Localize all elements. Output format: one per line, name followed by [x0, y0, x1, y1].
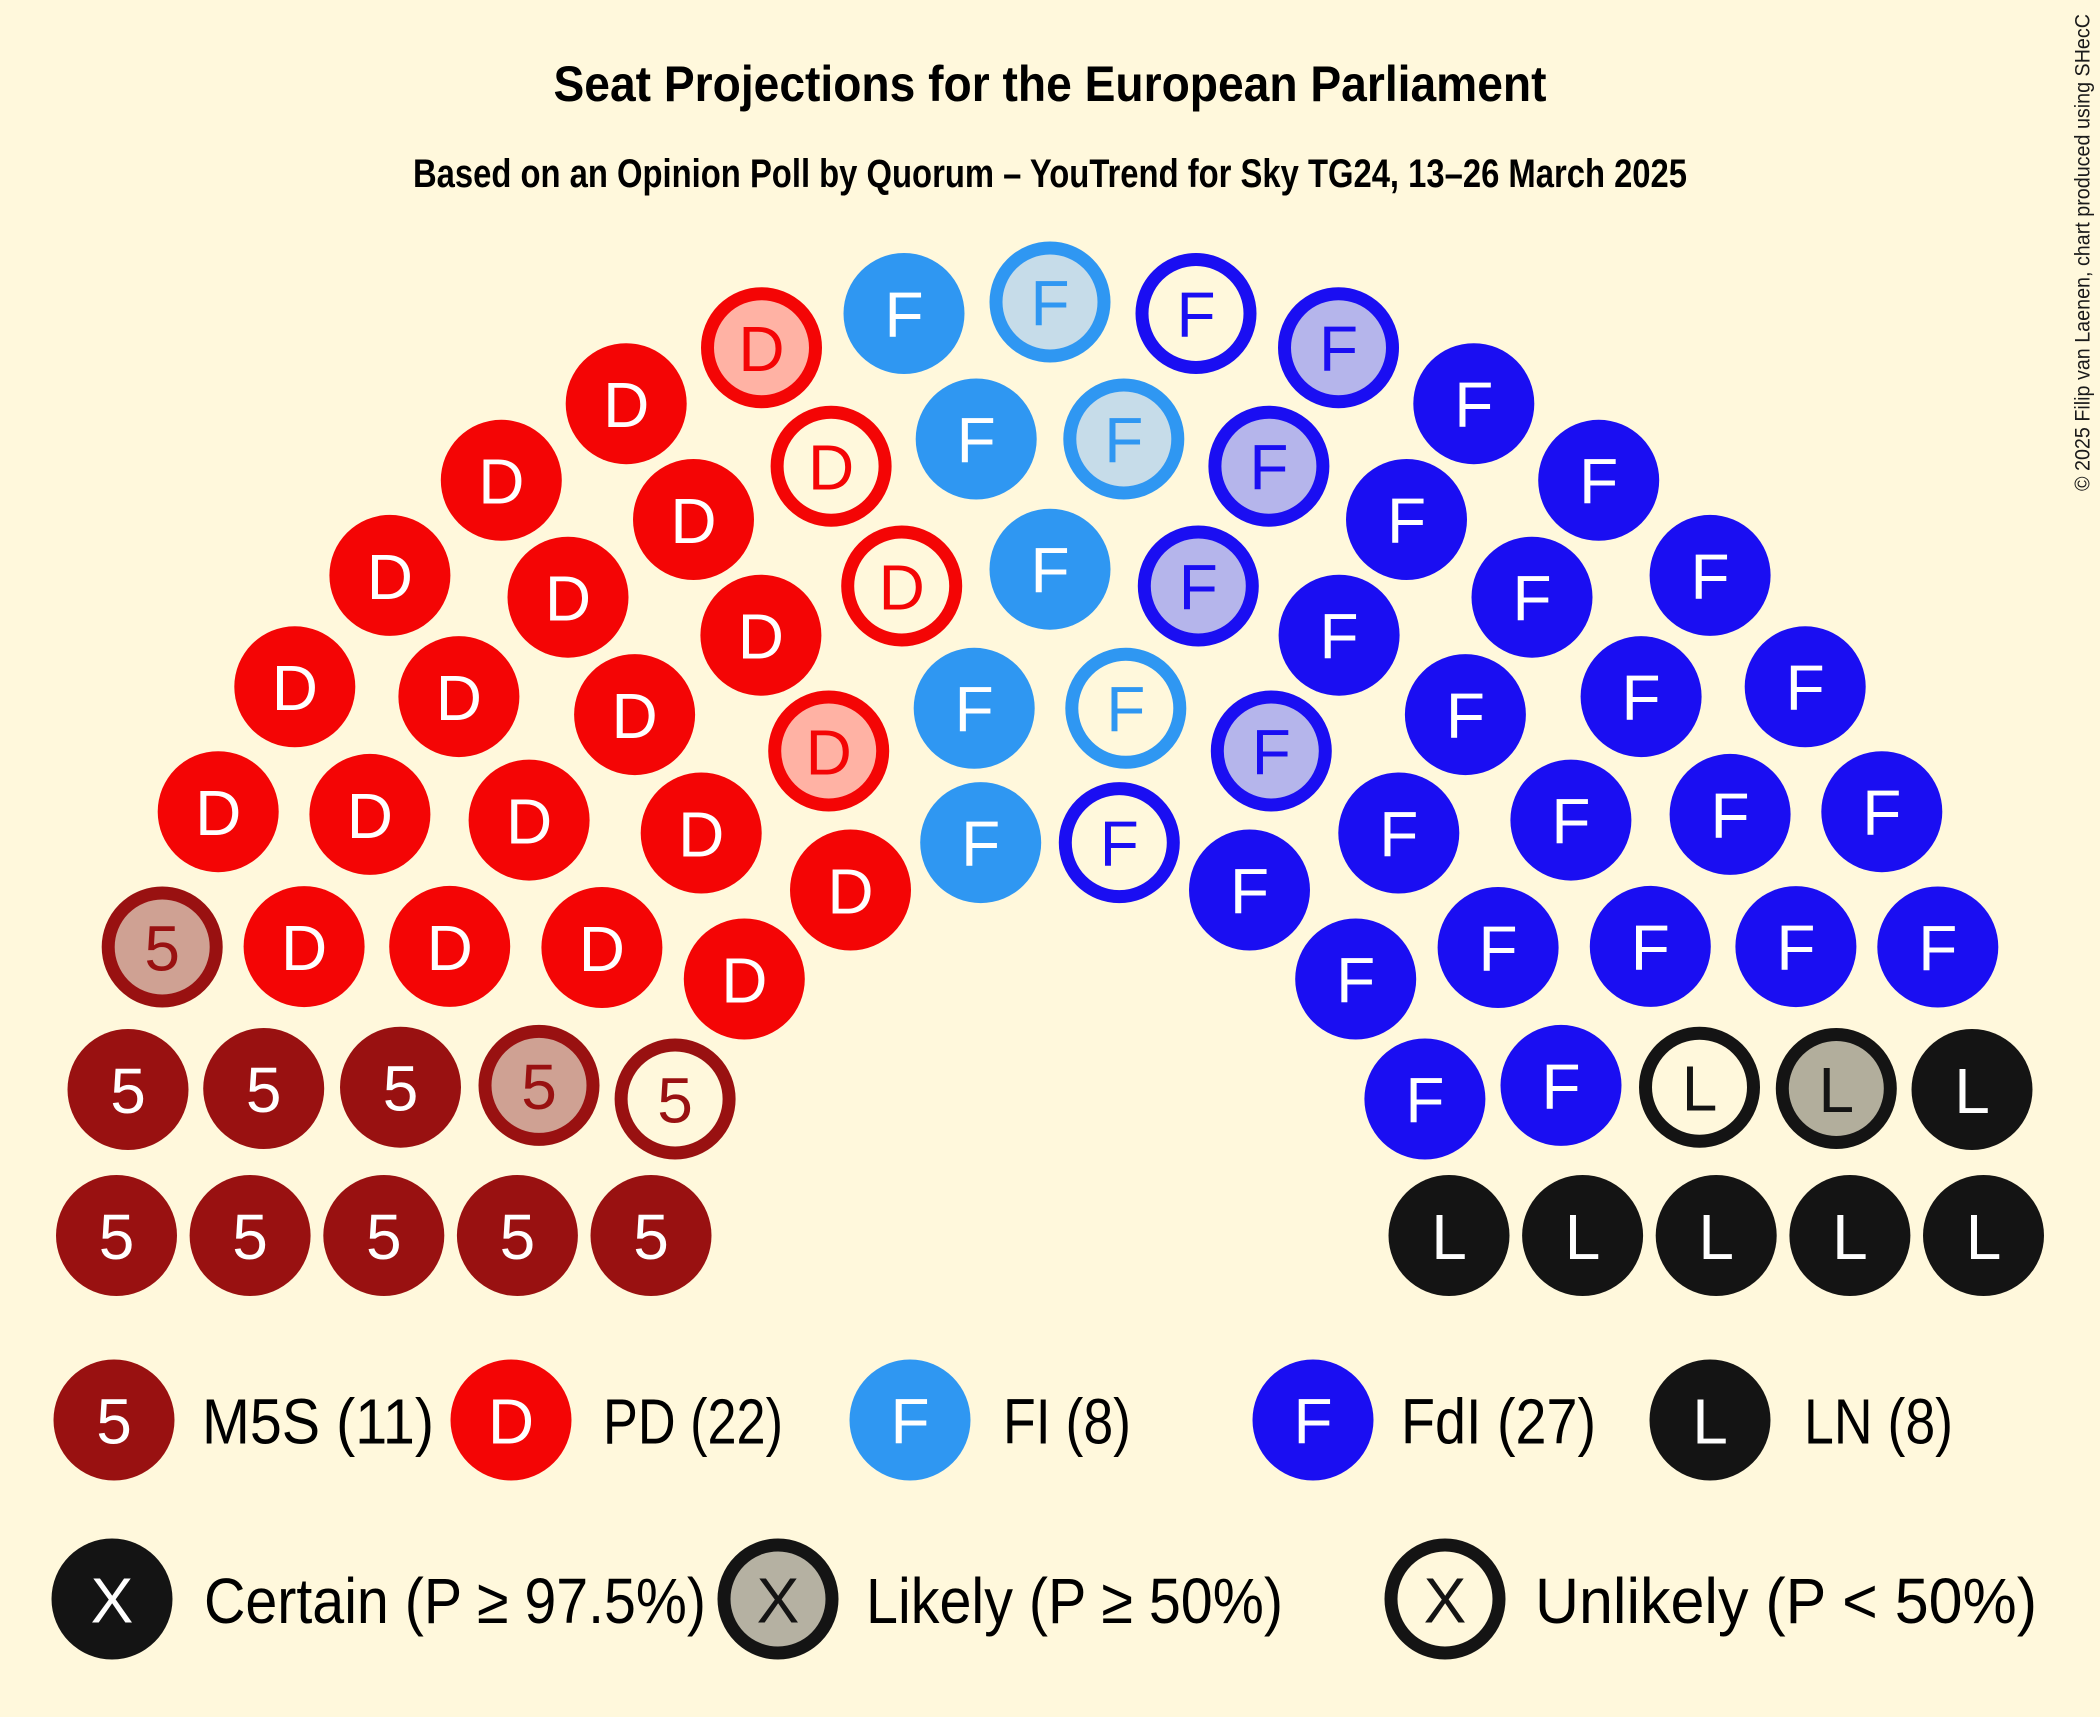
svg-text:F: F — [1249, 432, 1288, 504]
svg-text:F: F — [1320, 601, 1359, 673]
svg-text:F: F — [1512, 563, 1551, 635]
svg-text:F: F — [884, 279, 923, 351]
svg-text:D: D — [281, 912, 327, 984]
svg-text:5: 5 — [96, 1385, 132, 1457]
svg-text:D: D — [738, 601, 784, 673]
svg-text:L: L — [1832, 1201, 1868, 1273]
svg-text:D: D — [806, 716, 852, 788]
svg-text:L: L — [1431, 1201, 1467, 1273]
svg-text:LN (8): LN (8) — [1804, 1386, 1953, 1458]
svg-text:F: F — [1918, 912, 1957, 984]
svg-text:F: F — [1446, 680, 1485, 752]
svg-text:F: F — [1631, 912, 1670, 984]
svg-text:D: D — [272, 652, 318, 724]
svg-text:5: 5 — [366, 1201, 402, 1273]
svg-text:D: D — [678, 798, 724, 870]
svg-text:5: 5 — [500, 1201, 536, 1273]
svg-text:F: F — [1622, 662, 1661, 734]
svg-text:5: 5 — [521, 1051, 557, 1123]
svg-text:D: D — [545, 563, 591, 635]
svg-text:M5S (11): M5S (11) — [202, 1386, 434, 1458]
svg-text:F: F — [1230, 855, 1269, 927]
svg-text:F: F — [1551, 786, 1590, 858]
svg-text:D: D — [827, 855, 873, 927]
svg-text:F: F — [1454, 369, 1493, 441]
svg-text:X: X — [91, 1564, 134, 1636]
svg-text:F: F — [1336, 944, 1375, 1016]
svg-text:F: F — [1711, 780, 1750, 852]
svg-text:D: D — [579, 913, 625, 985]
svg-text:Seat Projections for the Europ: Seat Projections for the European Parlia… — [554, 56, 1547, 112]
svg-text:Certain (P ≥ 97.5%): Certain (P ≥ 97.5%) — [204, 1565, 706, 1637]
svg-text:FdI (27): FdI (27) — [1401, 1386, 1596, 1458]
svg-text:Likely (P ≥ 50%): Likely (P ≥ 50%) — [866, 1565, 1283, 1637]
svg-text:5: 5 — [246, 1054, 282, 1126]
svg-text:D: D — [436, 662, 482, 734]
svg-text:D: D — [879, 551, 925, 623]
svg-text:X: X — [1424, 1564, 1467, 1636]
svg-text:D: D — [738, 313, 784, 385]
svg-text:5: 5 — [144, 912, 180, 984]
svg-text:Unlikely (P < 50%): Unlikely (P < 50%) — [1535, 1565, 2037, 1637]
svg-text:5: 5 — [232, 1201, 268, 1273]
svg-text:F: F — [1106, 674, 1145, 746]
svg-text:L: L — [1565, 1201, 1601, 1273]
svg-text:PD (22): PD (22) — [603, 1386, 783, 1458]
svg-text:F: F — [1479, 913, 1518, 985]
svg-text:F: F — [1862, 777, 1901, 849]
svg-text:D: D — [808, 432, 854, 504]
svg-text:F: F — [1179, 551, 1218, 623]
svg-text:F: F — [1786, 652, 1825, 724]
svg-text:L: L — [1698, 1201, 1734, 1273]
svg-text:F: F — [1176, 279, 1215, 351]
svg-text:F: F — [1405, 1064, 1444, 1136]
svg-text:D: D — [506, 786, 552, 858]
svg-text:F: F — [1776, 912, 1815, 984]
svg-text:L: L — [1692, 1385, 1728, 1457]
svg-text:F: F — [1293, 1385, 1332, 1457]
svg-text:F: F — [1541, 1051, 1580, 1123]
svg-text:F: F — [1387, 485, 1426, 557]
svg-text:L: L — [1682, 1053, 1718, 1125]
svg-text:D: D — [721, 944, 767, 1016]
svg-text:5: 5 — [383, 1053, 419, 1125]
svg-text:Based on an Opinion Poll by Qu: Based on an Opinion Poll by Quorum – You… — [413, 152, 1687, 196]
svg-text:5: 5 — [99, 1201, 135, 1273]
svg-text:F: F — [1100, 808, 1139, 880]
svg-text:FI (8): FI (8) — [1003, 1386, 1131, 1458]
svg-text:D: D — [603, 369, 649, 441]
svg-text:D: D — [488, 1385, 534, 1457]
svg-text:D: D — [367, 541, 413, 613]
svg-text:D: D — [427, 912, 473, 984]
svg-text:D: D — [347, 780, 393, 852]
svg-text:L: L — [1966, 1201, 2002, 1273]
svg-text:F: F — [1252, 716, 1291, 788]
svg-text:F: F — [1579, 446, 1618, 518]
svg-text:F: F — [1030, 267, 1069, 339]
svg-text:F: F — [1030, 535, 1069, 607]
svg-text:F: F — [957, 404, 996, 476]
svg-text:D: D — [478, 446, 524, 518]
svg-text:D: D — [611, 680, 657, 752]
svg-text:D: D — [670, 485, 716, 557]
svg-text:5: 5 — [110, 1055, 146, 1127]
svg-text:F: F — [1319, 313, 1358, 385]
svg-text:L: L — [1954, 1055, 1990, 1127]
svg-text:F: F — [890, 1385, 929, 1457]
svg-text:F: F — [955, 674, 994, 746]
svg-text:D: D — [195, 777, 241, 849]
svg-text:© 2025 Filip van Laenen, chart: © 2025 Filip van Laenen, chart produced … — [2072, 14, 2095, 491]
svg-text:F: F — [1691, 541, 1730, 613]
svg-text:X: X — [757, 1564, 800, 1636]
svg-text:5: 5 — [633, 1201, 669, 1273]
svg-text:F: F — [1104, 404, 1143, 476]
svg-text:F: F — [961, 808, 1000, 880]
svg-text:5: 5 — [657, 1064, 693, 1136]
svg-text:F: F — [1379, 798, 1418, 870]
svg-text:L: L — [1819, 1054, 1855, 1126]
